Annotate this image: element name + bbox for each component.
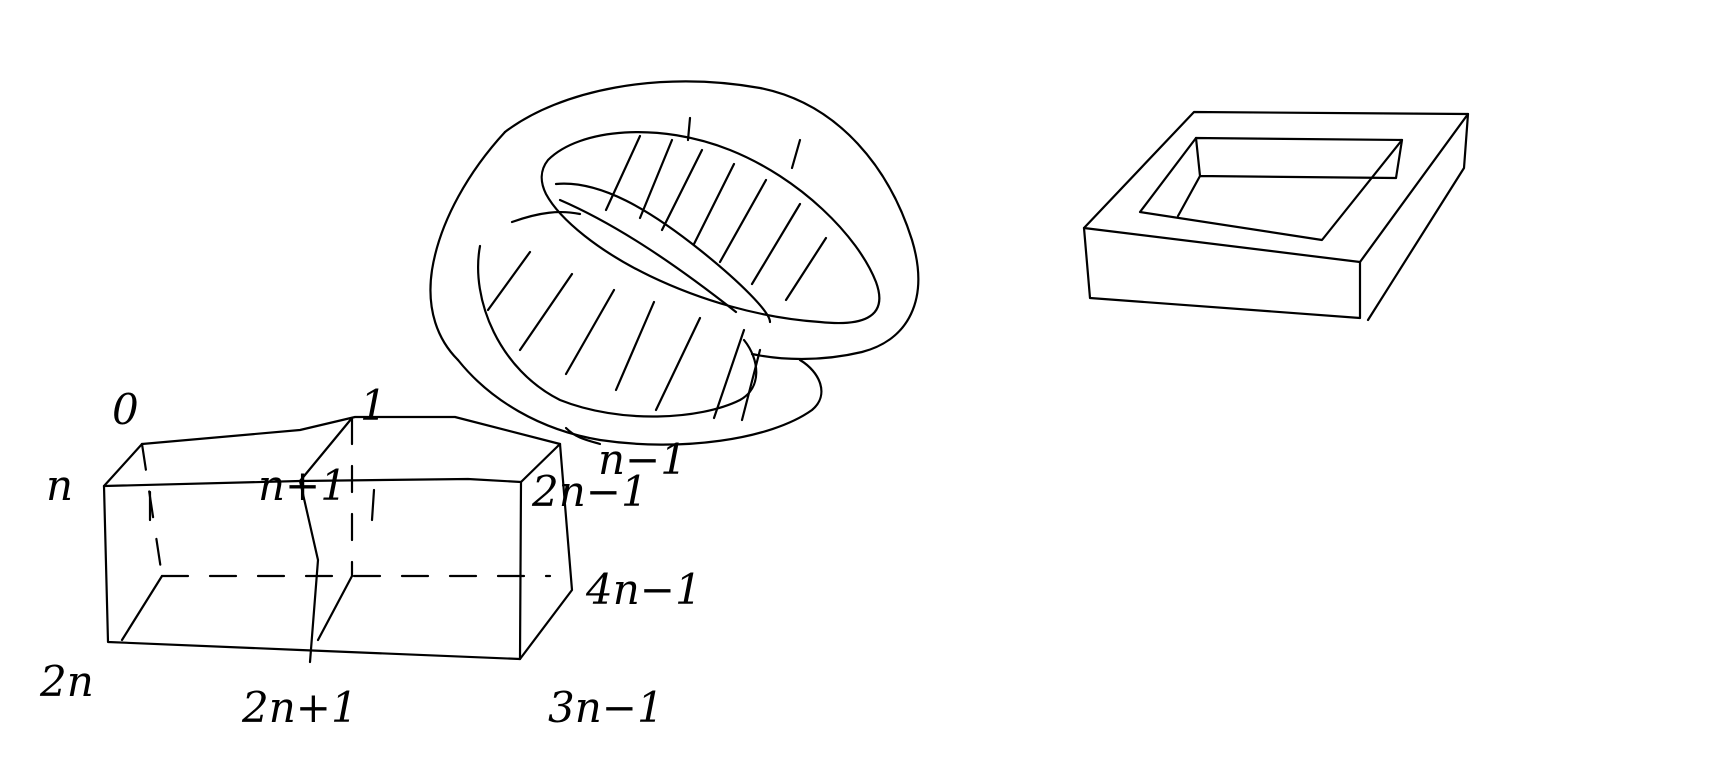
ring-twist-strip [554,182,772,324]
frame-front-face [1082,226,1362,320]
box-hidden-diag-mid [316,574,354,642]
label-0: 0 [112,385,139,434]
label-n: n [46,461,73,510]
ring-hatching [486,116,828,422]
box-mid-divider [298,479,320,664]
ring-tail [564,426,602,446]
box-front-face [102,477,523,661]
box-sketch: 0 1 n n+1 2n−1 n−1 4n−1 2n 2n+1 3n−1 [39,381,702,732]
label-2n-minus-1: 2n−1 [531,467,648,516]
label-2n-plus-1: 2n+1 [241,683,358,732]
frame-right-face [1366,112,1470,322]
frame-inner-wall [1176,136,1404,218]
frame-inner-rim [1138,136,1404,242]
twisted-ring-sketch [429,80,920,446]
square-frame-sketch [1082,110,1470,322]
label-n-plus-1: n+1 [258,461,347,510]
label-3n-minus-1: 3n−1 [548,683,664,732]
box-top-back-edge [140,415,562,446]
frame-outer-top [1082,110,1470,264]
box-hidden-vertical-left [140,442,164,578]
box-tick-b [370,488,376,522]
box-right-face [518,442,574,661]
label-1: 1 [360,381,387,430]
label-4n-minus-1: 4n−1 [585,565,702,614]
ring-outer-lower [456,358,823,446]
box-left-top-edge [102,442,144,488]
label-2n: 2n [39,657,94,706]
ring-outer-left [429,130,507,362]
ring-inner-lower [477,210,758,418]
ring-outer-outline [503,80,920,361]
box-mid-top-edge [298,416,354,483]
box-hidden-diag-left [120,574,164,642]
box-right-top-edge [519,442,562,484]
ring-inner-upper [540,131,881,325]
